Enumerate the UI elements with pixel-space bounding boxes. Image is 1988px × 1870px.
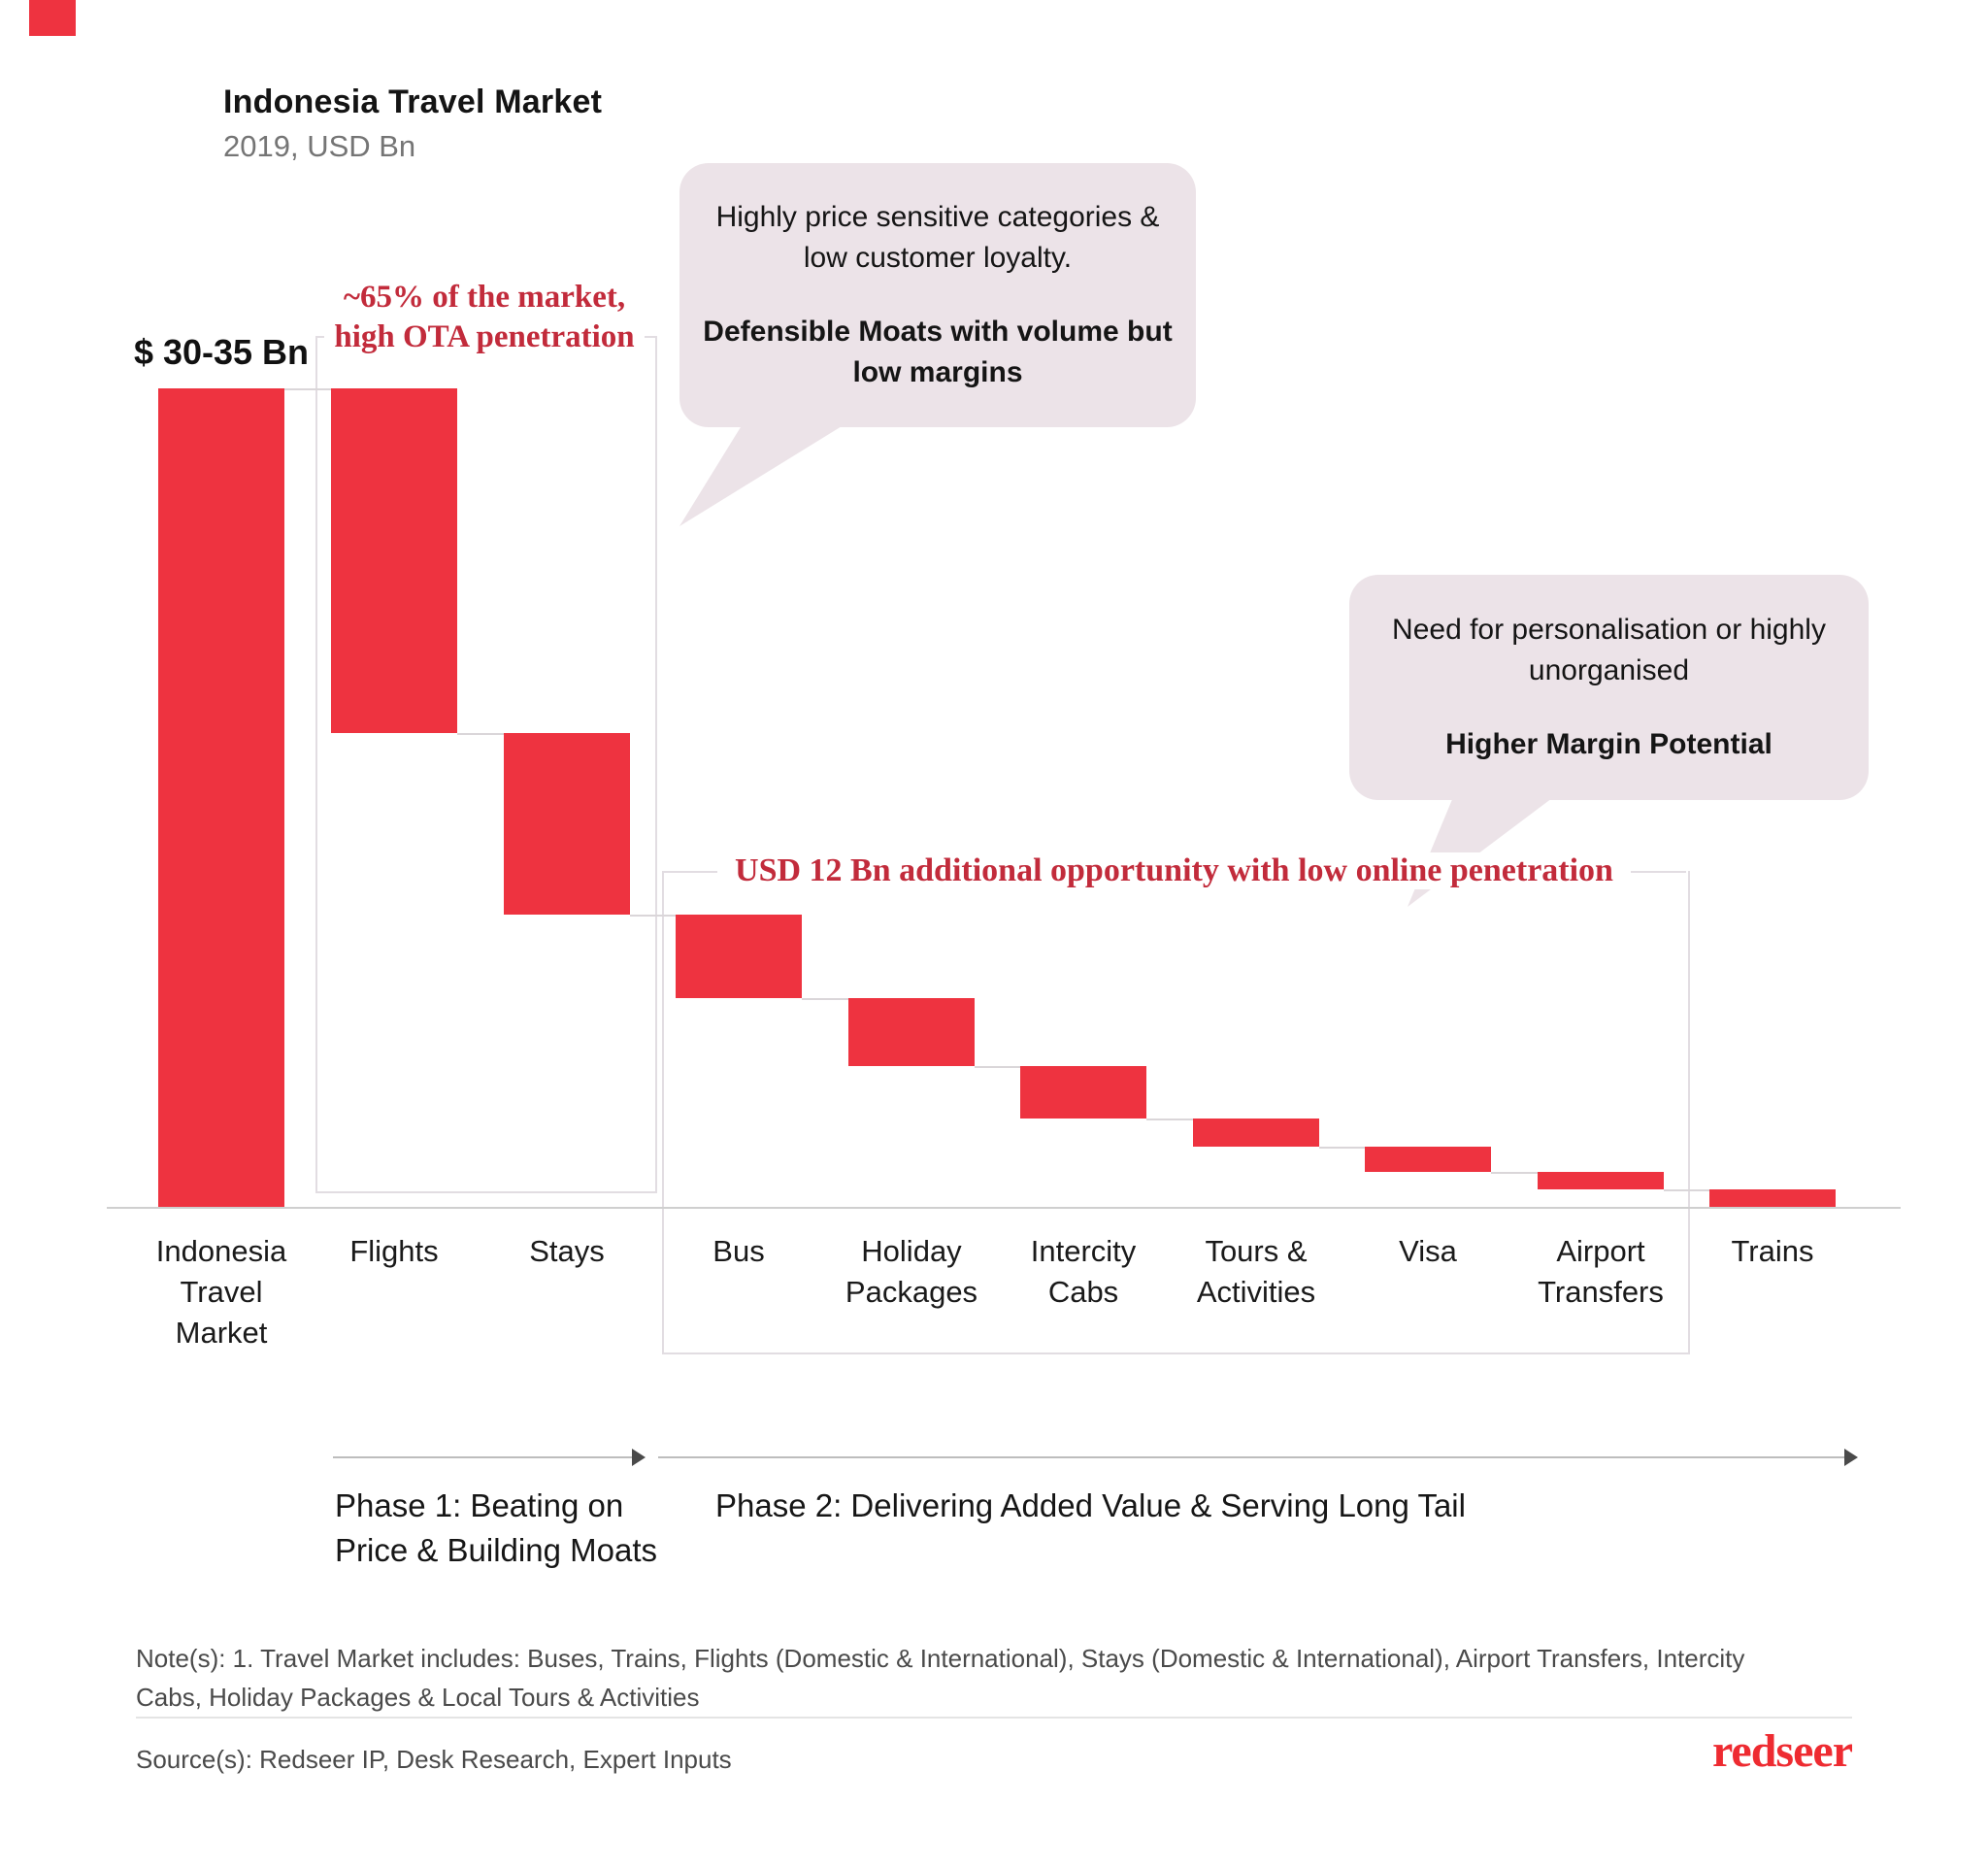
- footer-divider: [136, 1717, 1852, 1719]
- waterfall-bar-4: [848, 997, 975, 1066]
- waterfall-connector-5: [1146, 1119, 1193, 1121]
- phase1-arrow-line: [333, 1456, 632, 1458]
- phase2-label: Phase 2: Delivering Added Value & Servin…: [715, 1487, 1466, 1523]
- waterfall-bar-0: [158, 388, 284, 1207]
- category-label-3: Bus: [712, 1234, 765, 1268]
- phase2-arrow-line: [658, 1456, 1844, 1458]
- waterfall-bar-2: [504, 733, 630, 916]
- waterfall-bar-9: [1709, 1188, 1836, 1207]
- opportunity-annotation: USD 12 Bn additional opportunity with lo…: [717, 852, 1631, 889]
- redseer-logo: redseer: [1711, 1725, 1853, 1777]
- category-label-8: Airport Transfers: [1538, 1234, 1664, 1309]
- waterfall-connector-7: [1491, 1171, 1538, 1174]
- ota-annotation: ~65% of the market, high OTA penetration: [324, 278, 645, 357]
- waterfall-bar-1: [331, 388, 457, 734]
- price-sensitivity-callout: Highly price sensitive categories & low …: [679, 163, 1196, 427]
- category-label-1: Flights: [349, 1234, 439, 1268]
- source-note: Source(s): Redseer IP, Desk Research, Ex…: [136, 1745, 732, 1774]
- waterfall-connector-3: [802, 997, 848, 1000]
- category-label-9: Trains: [1731, 1234, 1814, 1268]
- category-label-7: Visa: [1399, 1234, 1457, 1268]
- callout2-bold-text: Higher Margin Potential: [1445, 728, 1773, 760]
- callout1-tail: [679, 423, 846, 526]
- phase2-arrow-head: [1844, 1449, 1858, 1466]
- callout2-text: Need for personalisation or highly unorg…: [1392, 614, 1826, 686]
- phase1-label: Phase 1: Beating on Price & Building Moa…: [335, 1487, 657, 1568]
- category-label-2: Stays: [529, 1234, 605, 1268]
- waterfall-connector-4: [975, 1065, 1020, 1068]
- phase1-arrow-head: [632, 1449, 646, 1466]
- waterfall-connector-2: [630, 915, 676, 918]
- waterfall-bar-6: [1193, 1119, 1319, 1147]
- waterfall-connector-8: [1664, 1188, 1709, 1191]
- footnote: Note(s): 1. Travel Market includes: Buse…: [136, 1644, 1745, 1712]
- waterfall-bar-3: [676, 915, 802, 998]
- waterfall-bar-8: [1538, 1171, 1664, 1189]
- category-label-4: Holiday Packages: [845, 1234, 978, 1309]
- opportunity-annotation-wrap: USD 12 Bn additional opportunity with lo…: [662, 852, 1686, 908]
- page-title: Indonesia Travel Market: [223, 83, 603, 120]
- waterfall-bar-5: [1020, 1065, 1146, 1119]
- callout1-bold-text: Defensible Moats with volume but low mar…: [703, 316, 1173, 388]
- waterfall-connector-6: [1319, 1146, 1365, 1149]
- category-label-5: Intercity Cabs: [1030, 1234, 1137, 1309]
- margin-potential-callout: Need for personalisation or highly unorg…: [1349, 575, 1869, 800]
- waterfall-bar-7: [1365, 1146, 1491, 1172]
- x-axis-line: [107, 1207, 1901, 1209]
- category-label-6: Tours & Activities: [1196, 1234, 1316, 1309]
- total-value-label: $ 30-35 Bn: [133, 332, 310, 372]
- corner-red-mark: [29, 0, 76, 36]
- phase2-opportunity-box: [662, 871, 1690, 1354]
- waterfall-connector-0: [284, 388, 331, 390]
- waterfall-connector-1: [457, 733, 504, 736]
- category-label-0: Indonesia Travel Market: [155, 1234, 287, 1350]
- page-subtitle: 2019, USD Bn: [223, 129, 416, 163]
- ota-annotation-wrap: ~65% of the market, high OTA penetration: [315, 278, 653, 357]
- chart-header: Indonesia Travel Market 2019, USD Bn: [223, 83, 602, 164]
- callout1-text: Highly price sensitive categories & low …: [715, 201, 1160, 274]
